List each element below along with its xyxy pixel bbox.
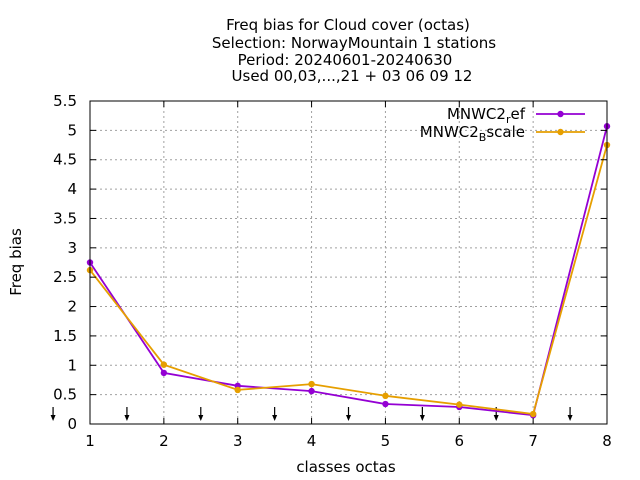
series-lines (86, 123, 611, 419)
data-point (308, 387, 315, 395)
legend-label: MNWC2ref (447, 105, 526, 126)
y-tick-label: 4 (67, 180, 77, 198)
series-line (89, 144, 608, 415)
legend-entry: MNWC2ref (447, 105, 585, 126)
y-tick-label: 1 (67, 356, 77, 374)
y-tick-label: 0 (67, 415, 77, 433)
down-arrow-icon (124, 407, 130, 421)
down-arrow-icon (272, 407, 278, 421)
data-point (234, 386, 241, 394)
y-tick-label: 3.5 (53, 209, 77, 227)
axis-ticks (89, 100, 608, 425)
x-tick-label: 1 (85, 432, 95, 450)
x-axis-label: classes octas (296, 458, 396, 476)
data-point (382, 400, 389, 408)
series-line (89, 126, 608, 417)
legend-swatch-point (557, 128, 564, 136)
arrow-markers (50, 407, 573, 421)
y-axis-label: Freq bias (7, 228, 25, 296)
title-line-4: Used 00,03,...,21 + 03 06 09 12 (232, 67, 473, 85)
title-line-2: Selection: NorwayMountain 1 stations (212, 34, 496, 52)
legend-swatch-point (557, 110, 564, 118)
data-point (456, 401, 463, 408)
down-arrow-icon (50, 407, 56, 421)
title-line-3: Period: 20240601-20240630 (238, 51, 453, 69)
y-tick-label: 4.5 (53, 151, 77, 169)
data-point (308, 380, 315, 388)
chart-title: Freq bias for Cloud cover (octas) Select… (212, 16, 496, 85)
y-tick-label: 0.5 (53, 386, 77, 404)
down-arrow-icon (198, 407, 204, 421)
down-arrow-icon (419, 407, 425, 421)
legend-entry: MNWC2Bscale (420, 123, 585, 144)
y-tick-label: 5.5 (53, 92, 77, 110)
y-tick-label: 1.5 (53, 327, 77, 345)
x-tick-label: 6 (455, 432, 465, 450)
title-line-1: Freq bias for Cloud cover (octas) (226, 16, 470, 34)
down-arrow-icon (567, 407, 573, 421)
y-tick-label: 2 (67, 298, 77, 316)
down-arrow-icon (346, 407, 351, 421)
x-tick-label: 5 (381, 432, 391, 450)
x-tick-label: 8 (602, 432, 612, 450)
data-point (160, 361, 168, 368)
plot-frame (89, 100, 608, 425)
x-tick-label: 2 (159, 432, 169, 450)
legend-label: MNWC2Bscale (420, 123, 525, 144)
data-point (529, 410, 537, 418)
x-tick-label: 7 (528, 432, 538, 450)
tick-labels: 0 0.5 1 1.5 2 2.5 3 3.5 4 4.5 5 5.5 1 2 3 4 5 6 7 8 (53, 92, 612, 450)
data-point (160, 369, 168, 377)
grid-lines (90, 101, 607, 424)
y-tick-label: 5 (67, 121, 77, 139)
x-tick-label: 4 (307, 432, 317, 450)
data-point (382, 392, 389, 400)
y-tick-label: 3 (67, 239, 77, 257)
y-tick-label: 2.5 (53, 268, 77, 286)
x-tick-label: 3 (233, 432, 243, 450)
